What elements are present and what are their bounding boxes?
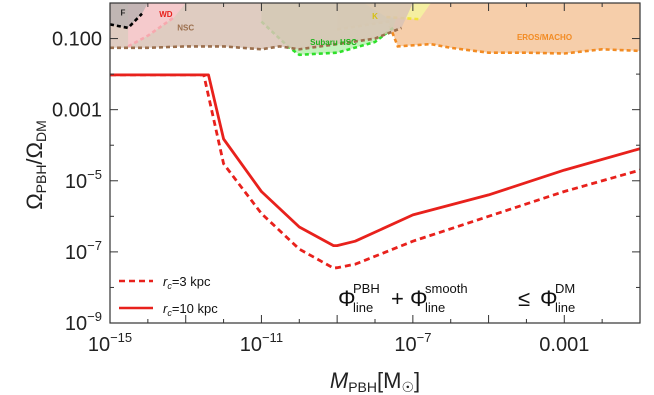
region-wd xyxy=(128,3,186,47)
x-axis-title: MPBH[M☉] xyxy=(330,368,420,395)
region-label-nsc: NSC xyxy=(177,23,194,32)
x-tick-label: 10−7 xyxy=(394,330,431,356)
annot-term-dm-sup: DM xyxy=(555,281,575,296)
y-tick-label: 0.100 xyxy=(52,29,102,51)
region-boundary-eros-macho xyxy=(336,20,640,55)
annot-term-dm-sub: line xyxy=(555,300,575,315)
region-label-f: F xyxy=(121,8,126,17)
y-axis-title: ΩPBH/ΩDM xyxy=(22,120,49,210)
annot-term-smooth-sup: smooth xyxy=(425,281,468,296)
region-label-subaru-hsc: Subaru HSC xyxy=(310,38,357,47)
legend-label-10kpc: rc=10 kpc xyxy=(163,301,218,318)
region-boundary-nsc xyxy=(110,26,402,51)
tick-labels: 10−15 10−11 10−7 0.001 10−9 10−7 10−5 0.001 0.10… xyxy=(52,29,589,356)
legend: rc=3 kpc rc=10 kpc xyxy=(119,274,218,318)
region-label-k: K xyxy=(372,12,378,21)
x-tick-label: 10−11 xyxy=(240,330,283,356)
annot-term-smooth: Φ xyxy=(410,286,428,311)
y-tick-label: 10−9 xyxy=(65,309,102,335)
region-nsc xyxy=(110,3,413,50)
series-layer xyxy=(110,73,640,270)
ticks xyxy=(109,2,641,324)
region-boundary-f xyxy=(110,12,143,30)
region-labels: EROS/MACHO Subaru HSC K NSC WD F xyxy=(121,8,573,47)
annot-term-smooth-sub: line xyxy=(425,300,445,315)
constraint-annotation: Φ PBH line + Φ smooth line ≤ Φ DM line xyxy=(338,281,575,315)
y-tick-label: 10−5 xyxy=(65,167,102,193)
annot-plus: + xyxy=(391,286,404,311)
annot-term-pbh-sub: line xyxy=(353,300,373,315)
series-line-rc-10-kpc xyxy=(110,73,640,247)
exclusion-regions xyxy=(110,3,640,57)
region-boundary-wd xyxy=(127,16,176,48)
annot-term-pbh-sup: PBH xyxy=(353,281,380,296)
legend-label-3kpc: rc=3 kpc xyxy=(163,274,211,291)
region-label-eros-macho: EROS/MACHO xyxy=(517,33,572,42)
annot-leq: ≤ xyxy=(518,286,530,311)
annot-term-pbh: Φ xyxy=(338,286,356,311)
annot-term-dm: Φ xyxy=(540,286,558,311)
x-tick-label: 10−15 xyxy=(88,330,132,356)
y-tick-label: 0.001 xyxy=(52,100,102,122)
y-tick-label: 10−7 xyxy=(65,238,102,264)
region-f xyxy=(110,3,148,28)
region-label-wd: WD xyxy=(159,10,173,19)
x-tick-label: 0.001 xyxy=(539,334,589,356)
